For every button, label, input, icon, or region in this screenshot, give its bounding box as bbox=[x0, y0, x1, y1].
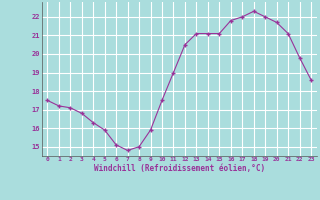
X-axis label: Windchill (Refroidissement éolien,°C): Windchill (Refroidissement éolien,°C) bbox=[94, 164, 265, 173]
